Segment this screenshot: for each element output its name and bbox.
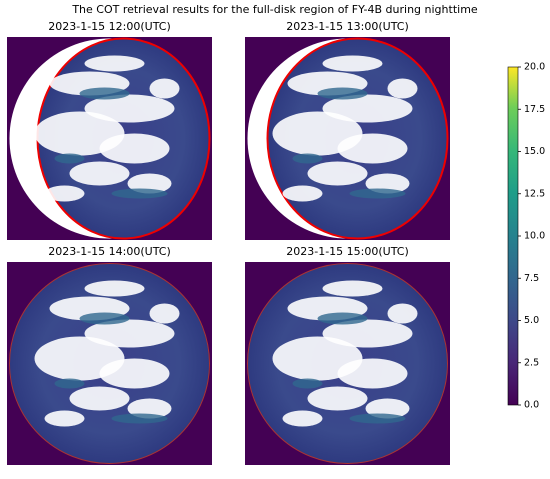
cloud xyxy=(365,398,410,419)
cloud xyxy=(127,173,172,194)
cloud xyxy=(322,94,413,123)
cloud xyxy=(307,386,368,411)
colorbar-tick-label: 20.0 xyxy=(524,62,545,73)
cloud-thin xyxy=(54,153,85,164)
cloud xyxy=(322,319,413,348)
cloud-thin xyxy=(111,413,168,424)
panel-title: 2023-1-15 14:00(UTC) xyxy=(48,245,171,258)
cloud xyxy=(307,161,368,186)
cloud xyxy=(149,78,180,99)
cloud xyxy=(149,303,180,324)
panel-title: 2023-1-15 15:00(UTC) xyxy=(286,245,409,258)
panel-title: 2023-1-15 12:00(UTC) xyxy=(48,20,171,33)
cloud xyxy=(387,303,418,324)
cloud xyxy=(337,358,408,389)
cloud-thin xyxy=(292,378,323,389)
cloud-thin xyxy=(79,312,130,325)
cloud xyxy=(84,94,175,123)
satellite-image xyxy=(7,37,212,240)
colorbar-tick-label: 0.0 xyxy=(524,400,539,411)
colorbar-tick-label: 15.0 xyxy=(524,146,545,157)
cloud-thin xyxy=(54,378,85,389)
cloud-thin xyxy=(111,188,168,199)
cloud-thin xyxy=(349,188,406,199)
cloud xyxy=(44,185,85,202)
colorbar-tick-label: 10.0 xyxy=(524,231,545,242)
satellite-image xyxy=(245,37,450,240)
cloud xyxy=(322,55,383,72)
satellite-image xyxy=(7,262,212,465)
cloud xyxy=(127,398,172,419)
colorbar-tick-label: 5.0 xyxy=(524,315,539,326)
cloud-thin xyxy=(317,312,368,325)
cloud xyxy=(99,133,170,164)
cloud-thin xyxy=(292,153,323,164)
cloud xyxy=(44,410,85,427)
cloud xyxy=(84,319,175,348)
cloud xyxy=(282,185,323,202)
colorbar xyxy=(507,66,519,406)
colorbar-tick-label: 7.5 xyxy=(524,273,539,284)
cloud xyxy=(84,280,145,297)
colorbar-tick-label: 2.5 xyxy=(524,357,539,368)
cloud xyxy=(99,358,170,389)
figure-title: The COT retrieval results for the full-d… xyxy=(71,3,478,16)
panel-title: 2023-1-15 13:00(UTC) xyxy=(286,20,409,33)
colorbar-tick-label: 12.5 xyxy=(524,188,545,199)
cloud xyxy=(387,78,418,99)
cloud xyxy=(365,173,410,194)
cloud xyxy=(69,161,130,186)
cloud xyxy=(84,55,145,72)
cloud xyxy=(69,386,130,411)
cloud-thin xyxy=(79,87,130,100)
cloud-thin xyxy=(317,87,368,100)
cloud xyxy=(282,410,323,427)
cloud xyxy=(337,133,408,164)
cloud-thin xyxy=(349,413,406,424)
satellite-image xyxy=(245,262,450,465)
colorbar-tick-label: 17.5 xyxy=(524,104,545,115)
cloud xyxy=(322,280,383,297)
